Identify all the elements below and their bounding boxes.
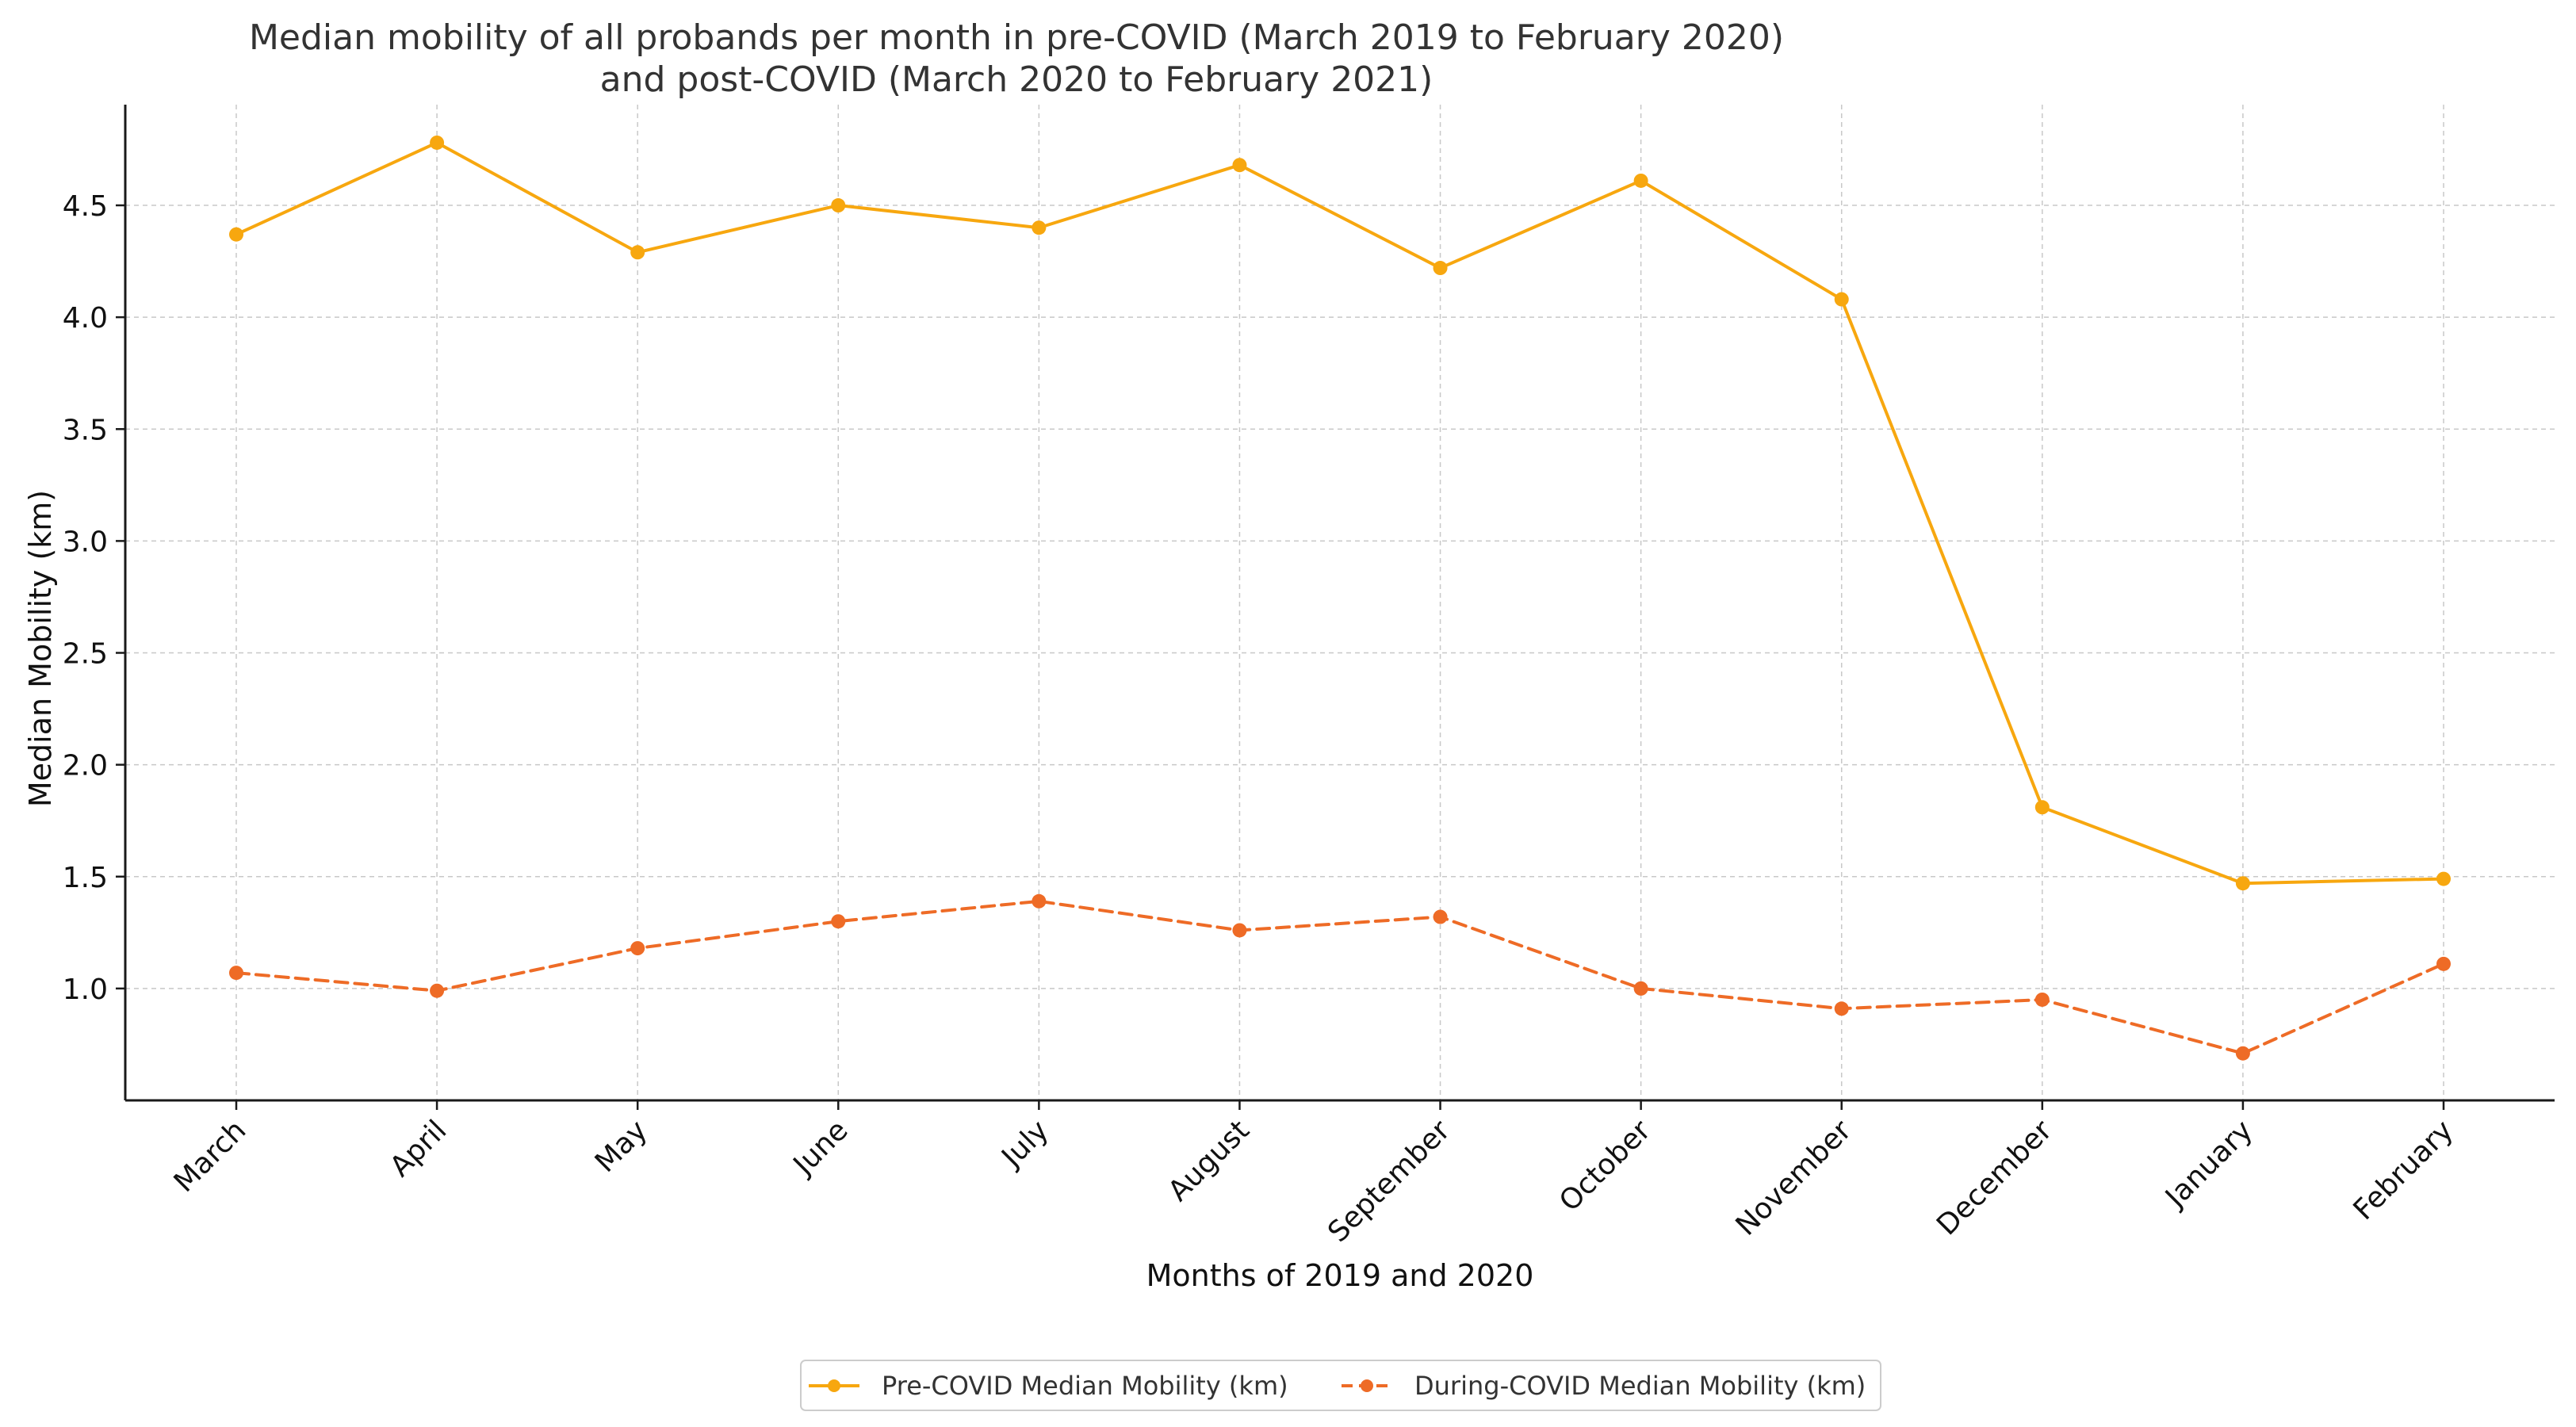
tick-labels: 1.0 1.5 2.0 2.5 3.0 3.5 4.0 4.5 March April May Jun… <box>63 190 2460 1249</box>
data-point <box>1633 981 1648 996</box>
data-point <box>1834 292 1849 307</box>
data-point <box>1834 1001 1849 1016</box>
data-point <box>1433 909 1448 924</box>
data-point <box>630 941 645 956</box>
data-point <box>2034 800 2050 815</box>
data-point <box>630 245 645 260</box>
y-tick-label: 2.0 <box>63 750 108 782</box>
x-tick-label: December <box>1931 1114 2058 1241</box>
data-point <box>229 966 243 981</box>
x-tick-label: June <box>787 1114 855 1182</box>
series-during-covid <box>229 893 2451 1061</box>
data-point <box>1032 893 1047 909</box>
data-point <box>430 135 445 150</box>
legend-frame <box>800 1360 1881 1411</box>
x-tick-label: July <box>995 1114 1055 1174</box>
legend-swatch-pre-covid-marker <box>828 1379 840 1392</box>
data-point <box>2235 876 2250 891</box>
y-tick-label: 1.5 <box>63 862 108 894</box>
data-point <box>1232 158 1247 173</box>
chart-title: Median mobility of all probands per mont… <box>249 17 1784 58</box>
data-point <box>2436 871 2451 886</box>
data-point <box>1433 261 1448 276</box>
legend-label-pre-covid: Pre-COVID Median Mobility (km) <box>882 1371 1288 1401</box>
y-tick-label: 3.5 <box>63 414 108 446</box>
x-tick-label: August <box>1162 1114 1256 1207</box>
data-point <box>1232 923 1247 938</box>
legend-swatch-during-covid-marker <box>1361 1379 1373 1392</box>
y-tick-label: 4.5 <box>63 190 108 223</box>
x-tick-label: November <box>1730 1114 1858 1242</box>
data-point <box>229 227 243 242</box>
series-layer <box>229 135 2451 1061</box>
data-point <box>2034 992 2050 1007</box>
x-tick-label: May <box>589 1114 654 1179</box>
data-point <box>2436 956 2451 971</box>
legend: Pre-COVID Median Mobility (km) During-CO… <box>800 1360 1881 1411</box>
series-line <box>235 140 2445 886</box>
data-point <box>1633 173 1648 188</box>
legend-label-during-covid: During-COVID Median Mobility (km) <box>1414 1371 1866 1401</box>
data-point <box>2235 1046 2250 1061</box>
series-pre-covid <box>229 135 2451 891</box>
data-point <box>430 983 445 998</box>
x-tick-label: October <box>1553 1114 1657 1218</box>
axes <box>116 105 2555 1110</box>
data-point <box>1032 220 1047 235</box>
x-tick-label: April <box>384 1114 453 1183</box>
y-tick-label: 3.0 <box>63 526 108 558</box>
chart-subtitle: and post-COVID (March 2020 to February 2… <box>600 59 1433 100</box>
y-axis-label: Median Mobility (km) <box>23 490 58 807</box>
x-tick-label: February <box>2348 1114 2460 1226</box>
y-tick-label: 2.5 <box>63 638 108 671</box>
x-tick-label: January <box>2158 1114 2259 1215</box>
y-tick-label: 1.0 <box>63 974 108 1006</box>
x-tick-label: September <box>1322 1114 1456 1249</box>
grid-lines <box>125 105 2555 1100</box>
y-tick-label: 4.0 <box>63 302 108 335</box>
series-line <box>235 899 2445 1055</box>
x-axis-label: Months of 2019 and 2020 <box>1146 1258 1534 1293</box>
data-point <box>831 198 846 213</box>
x-tick-label: March <box>168 1114 253 1199</box>
data-point <box>831 914 846 929</box>
